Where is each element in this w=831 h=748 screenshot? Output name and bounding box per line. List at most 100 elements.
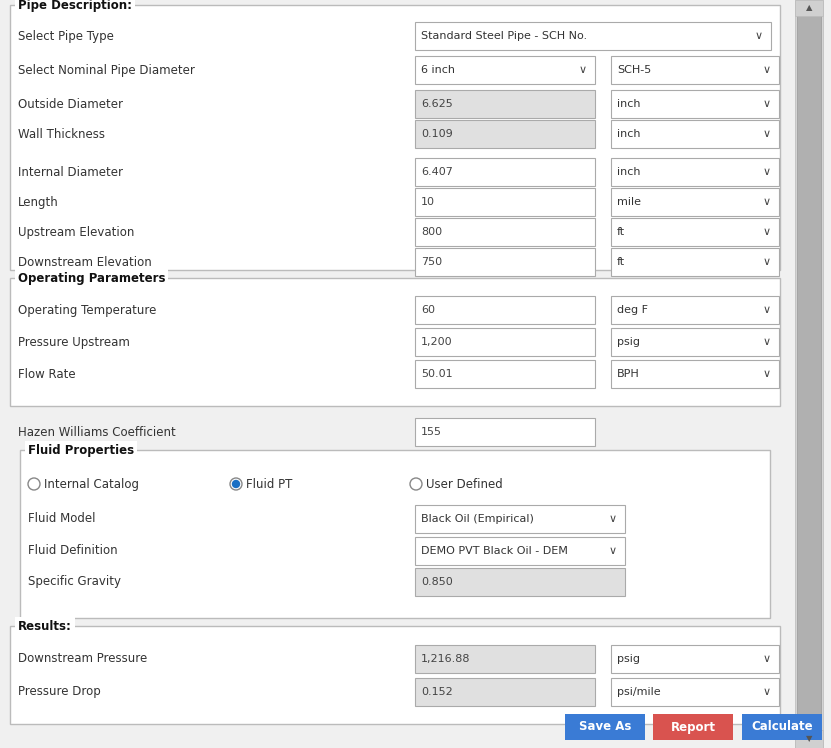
Bar — [415, 248, 595, 276]
Text: 155: 155 — [421, 427, 442, 437]
Bar — [795, 730, 823, 748]
Text: Pipe Description:: Pipe Description: — [18, 0, 132, 11]
Circle shape — [230, 478, 242, 490]
Bar — [795, 0, 823, 16]
Text: ▼: ▼ — [806, 735, 812, 744]
Text: ft: ft — [617, 257, 625, 267]
Bar — [415, 678, 595, 706]
Text: SCH-5: SCH-5 — [617, 65, 652, 75]
Text: ∨: ∨ — [763, 337, 771, 347]
Text: ∨: ∨ — [609, 546, 617, 556]
Bar — [0, 0, 10, 748]
Text: psig: psig — [617, 654, 640, 664]
Bar — [415, 505, 625, 533]
Circle shape — [233, 480, 239, 488]
Text: Upstream Elevation: Upstream Elevation — [18, 225, 135, 239]
Bar — [415, 537, 625, 565]
Text: Internal Catalog: Internal Catalog — [44, 477, 139, 491]
Text: psig: psig — [617, 337, 640, 347]
Bar — [611, 645, 779, 673]
Bar — [415, 218, 595, 246]
Text: 6 inch: 6 inch — [421, 65, 455, 75]
Text: Downstream Elevation: Downstream Elevation — [18, 256, 152, 269]
Text: Length: Length — [18, 195, 59, 209]
Bar — [653, 714, 733, 740]
Text: ∨: ∨ — [755, 31, 763, 41]
Text: ∨: ∨ — [763, 99, 771, 109]
Text: ∨: ∨ — [763, 167, 771, 177]
Bar — [611, 188, 779, 216]
Text: ∨: ∨ — [763, 257, 771, 267]
Text: Select Pipe Type: Select Pipe Type — [18, 29, 114, 43]
Text: ∨: ∨ — [763, 369, 771, 379]
Bar — [415, 120, 595, 148]
Text: inch: inch — [617, 99, 641, 109]
Text: Flow Rate: Flow Rate — [18, 367, 76, 381]
Text: ∨: ∨ — [763, 129, 771, 139]
Bar — [10, 5, 780, 270]
Text: 0.152: 0.152 — [421, 687, 453, 697]
Bar — [415, 296, 595, 324]
Bar — [415, 418, 595, 446]
Text: Standard Steel Pipe - SCH No.: Standard Steel Pipe - SCH No. — [421, 31, 588, 41]
Text: Outside Diameter: Outside Diameter — [18, 97, 123, 111]
Text: Fluid PT: Fluid PT — [246, 477, 293, 491]
Text: Fluid Properties: Fluid Properties — [28, 444, 134, 456]
Text: Downstream Pressure: Downstream Pressure — [18, 652, 147, 666]
Text: ft: ft — [617, 227, 625, 237]
Circle shape — [410, 478, 422, 490]
Bar — [611, 248, 779, 276]
Bar — [611, 90, 779, 118]
Text: Calculate: Calculate — [751, 720, 813, 734]
Bar — [611, 296, 779, 324]
Bar — [415, 645, 595, 673]
Bar — [415, 90, 595, 118]
Text: psi/mile: psi/mile — [617, 687, 661, 697]
Text: 6.625: 6.625 — [421, 99, 453, 109]
Text: ∨: ∨ — [763, 654, 771, 664]
Text: User Defined: User Defined — [426, 477, 503, 491]
Text: DEMO PVT Black Oil - DEM: DEMO PVT Black Oil - DEM — [421, 546, 568, 556]
Text: Black Oil (Empirical): Black Oil (Empirical) — [421, 514, 534, 524]
Text: Pressure Drop: Pressure Drop — [18, 685, 101, 699]
Text: 1,216.88: 1,216.88 — [421, 654, 470, 664]
Text: Operating Parameters: Operating Parameters — [18, 272, 165, 284]
Text: Wall Thickness: Wall Thickness — [18, 127, 105, 141]
Bar — [797, 12, 821, 722]
Text: Fluid Model: Fluid Model — [28, 512, 96, 526]
Text: 10: 10 — [421, 197, 435, 207]
Text: Results:: Results: — [18, 619, 71, 633]
Text: 6.407: 6.407 — [421, 167, 453, 177]
Text: inch: inch — [617, 167, 641, 177]
Text: 1,200: 1,200 — [421, 337, 453, 347]
Bar — [415, 328, 595, 356]
Text: Internal Diameter: Internal Diameter — [18, 165, 123, 179]
Text: 50.01: 50.01 — [421, 369, 453, 379]
Circle shape — [28, 478, 40, 490]
Text: Save As: Save As — [579, 720, 632, 734]
Bar — [611, 56, 779, 84]
Bar — [10, 626, 780, 724]
Text: Hazen Williams Coefficient: Hazen Williams Coefficient — [18, 426, 175, 438]
Text: Specific Gravity: Specific Gravity — [28, 575, 121, 589]
Text: 0.850: 0.850 — [421, 577, 453, 587]
Text: Pressure Upstream: Pressure Upstream — [18, 336, 130, 349]
Bar — [611, 360, 779, 388]
Text: BPH: BPH — [617, 369, 640, 379]
Text: ∨: ∨ — [763, 687, 771, 697]
Bar — [611, 678, 779, 706]
Text: 0.109: 0.109 — [421, 129, 453, 139]
Bar — [10, 278, 780, 406]
Bar — [415, 360, 595, 388]
Bar — [20, 450, 770, 618]
Bar — [415, 568, 625, 596]
Bar — [611, 120, 779, 148]
Text: mile: mile — [617, 197, 641, 207]
Bar — [742, 714, 822, 740]
Text: Select Nominal Pipe Diameter: Select Nominal Pipe Diameter — [18, 64, 195, 76]
Text: ∨: ∨ — [763, 197, 771, 207]
Bar — [415, 56, 595, 84]
Text: 750: 750 — [421, 257, 442, 267]
Text: Report: Report — [671, 720, 715, 734]
Text: ∨: ∨ — [763, 227, 771, 237]
